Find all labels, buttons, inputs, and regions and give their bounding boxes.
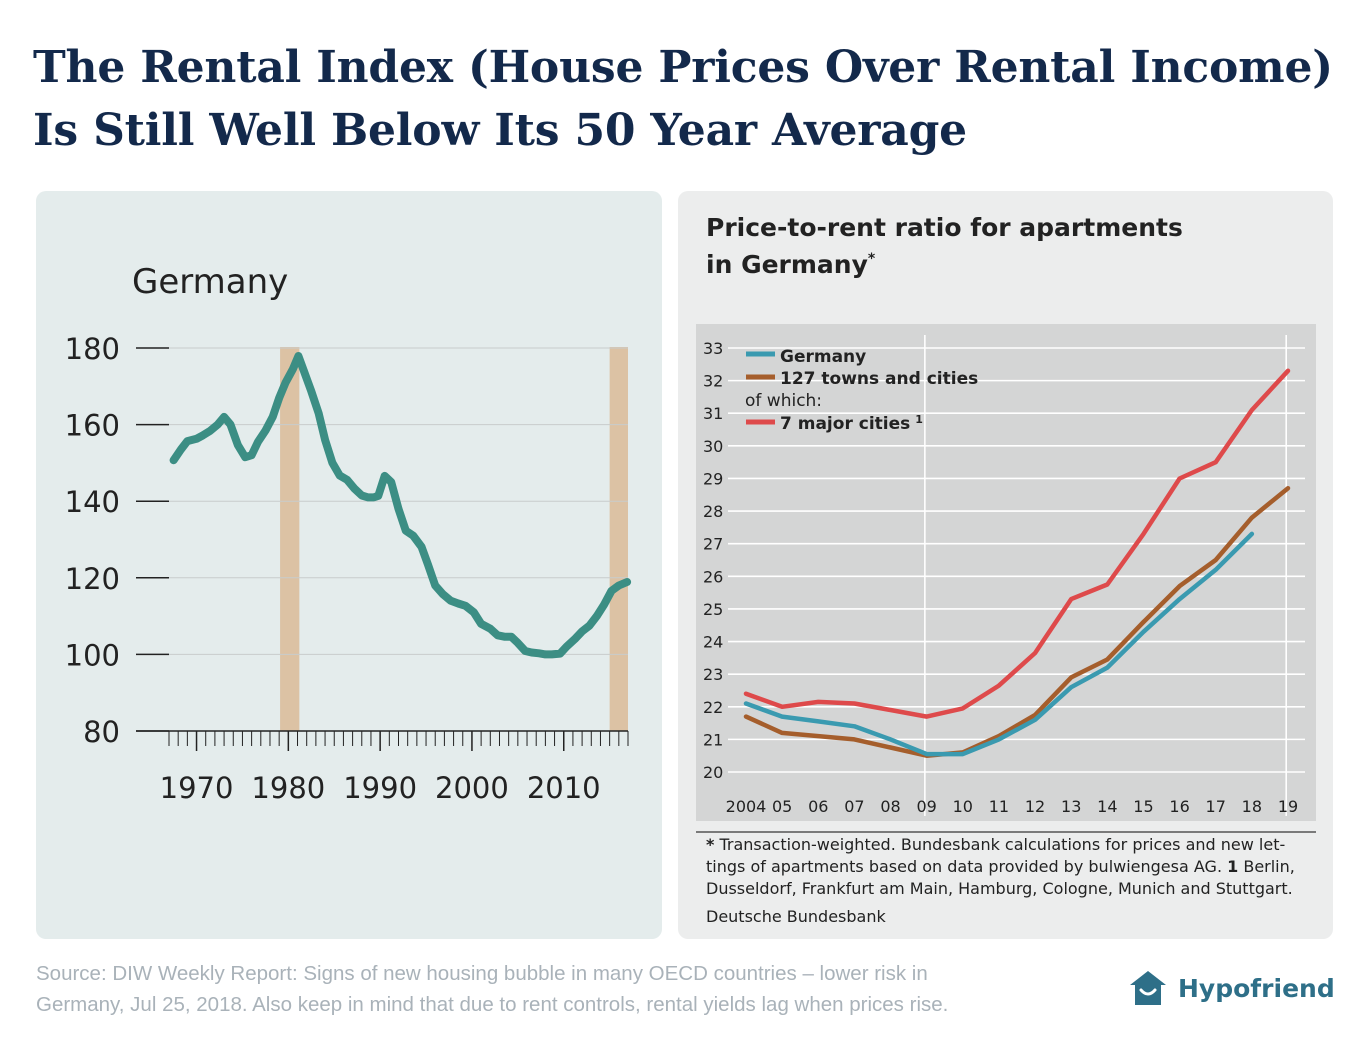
- legend-footnote-marker: 1: [915, 413, 923, 426]
- ytick-label: 32: [703, 372, 723, 391]
- ytick-label: 100: [65, 638, 120, 672]
- xtick-label: 2004: [726, 797, 767, 816]
- price-to-rent-chart: Price-to-rent ratio for apartments in Ge…: [696, 213, 1316, 926]
- xtick-label: 18: [1242, 797, 1262, 816]
- xtick-label: 07: [844, 797, 864, 816]
- series-line-germany: [169, 352, 632, 659]
- source-note: Source: DIW Weekly Report: Signs of new …: [36, 958, 1106, 1020]
- legend-label-germany: Germany: [780, 347, 866, 367]
- source-note-line2: Germany, Jul 25, 2018. Also keep in mind…: [36, 993, 949, 1016]
- legend-label-towns: 127 towns and cities: [780, 369, 978, 389]
- germany-chart-panel: Germany 80 100 120 140 160 180 1970 1980 1990 20…: [36, 191, 662, 939]
- ytick-label: 21: [703, 730, 723, 749]
- ytick-label: 26: [703, 567, 723, 586]
- ytick-label: 23: [703, 665, 723, 684]
- ytick-label: 22: [703, 698, 723, 717]
- series-line-7-major-cities: [743, 368, 1291, 719]
- house-icon: [1130, 971, 1166, 1005]
- ytick-label: 80: [83, 715, 120, 749]
- ytick-label: 160: [65, 409, 120, 443]
- ytick-label: 140: [65, 485, 120, 519]
- legend-label-major-cities-text: 7 major cities: [780, 414, 910, 434]
- chart-title-line2: in Germany*: [706, 250, 876, 279]
- ytick-label: 29: [703, 469, 723, 488]
- series-line-127-towns: [743, 485, 1291, 758]
- ytick-label: 31: [703, 404, 723, 423]
- footnote-line2-text: tings of apartments based on data provid…: [706, 857, 1227, 876]
- ytick-label: 33: [703, 339, 723, 358]
- recession-shade-1: [280, 347, 300, 731]
- recession-shade-2: [609, 347, 628, 731]
- xtick-label: 1990: [343, 771, 417, 805]
- chart-footnote: * Transaction-weighted. Bundesbank calcu…: [706, 835, 1295, 926]
- xtick-label: 13: [1061, 797, 1081, 816]
- xtick-label: 17: [1206, 797, 1226, 816]
- germany-rental-index-chart: Germany 80 100 120 140 160 180 1970 1980 1990 20…: [65, 262, 632, 805]
- ytick-label: 28: [703, 502, 723, 521]
- series-line-germany: [743, 531, 1255, 757]
- footnote-star: *: [706, 835, 715, 854]
- xtick-label: 19: [1278, 797, 1298, 816]
- xtick-label: 2010: [527, 771, 601, 805]
- page-title-line2: Is Still Well Below Its 50 Year Average: [33, 105, 967, 156]
- ytick-label: 24: [703, 633, 723, 652]
- chart-source: Deutsche Bundesbank: [706, 907, 886, 926]
- ytick-label: 20: [703, 763, 723, 782]
- xtick-label: 05: [772, 797, 792, 816]
- xtick-label: 08: [880, 797, 900, 816]
- ytick-label: 30: [703, 437, 723, 456]
- chart-legend: Germany 127 towns and cities of which: 7…: [745, 347, 978, 434]
- xtick-label: 15: [1133, 797, 1153, 816]
- footnote-line1: * Transaction-weighted. Bundesbank calcu…: [706, 835, 1285, 854]
- legend-label-of-which: of which:: [745, 391, 822, 411]
- xtick-label: 1970: [160, 771, 234, 805]
- xtick-label: 16: [1169, 797, 1189, 816]
- price-to-rent-chart-panel: Price-to-rent ratio for apartments in Ge…: [678, 191, 1333, 939]
- page-title: The Rental Index (House Prices Over Rent…: [33, 36, 1333, 162]
- xtick-label: 1980: [251, 771, 325, 805]
- xtick-label: 09: [916, 797, 936, 816]
- source-note-line1: Source: DIW Weekly Report: Signs of new …: [36, 962, 928, 985]
- ytick-label: 180: [65, 332, 120, 366]
- footnote-line1-text: Transaction-weighted. Bundesbank calcula…: [714, 835, 1285, 854]
- xtick-label: 14: [1097, 797, 1117, 816]
- xtick-label: 11: [989, 797, 1009, 816]
- ytick-label: 120: [65, 562, 120, 596]
- chart-title-line1: Price-to-rent ratio for apartments: [706, 213, 1183, 242]
- xtick-label: 2000: [435, 771, 509, 805]
- footnote-line2-end: Berlin,: [1238, 857, 1295, 876]
- footnote-marker-1: 1: [1227, 857, 1238, 876]
- xtick-label: 06: [808, 797, 828, 816]
- xtick-label: 12: [1025, 797, 1045, 816]
- chart-title-asterisk: *: [868, 251, 876, 267]
- legend-label-major-cities: 7 major cities 1: [780, 413, 923, 434]
- ytick-label: 25: [703, 600, 723, 619]
- brand-name: Hypofriend: [1178, 973, 1335, 1003]
- chart-title: Germany: [132, 262, 288, 302]
- chart-title-line2-text: in Germany: [706, 250, 868, 279]
- footnote-line2: tings of apartments based on data provid…: [706, 857, 1295, 876]
- brand-logo: Hypofriend: [1128, 968, 1335, 1008]
- page-title-line1: The Rental Index (House Prices Over Rent…: [33, 42, 1333, 93]
- ytick-label: 27: [703, 535, 723, 554]
- footnote-line3: Dusseldorf, Frankfurt am Main, Hamburg, …: [706, 879, 1293, 898]
- xtick-label: 10: [953, 797, 973, 816]
